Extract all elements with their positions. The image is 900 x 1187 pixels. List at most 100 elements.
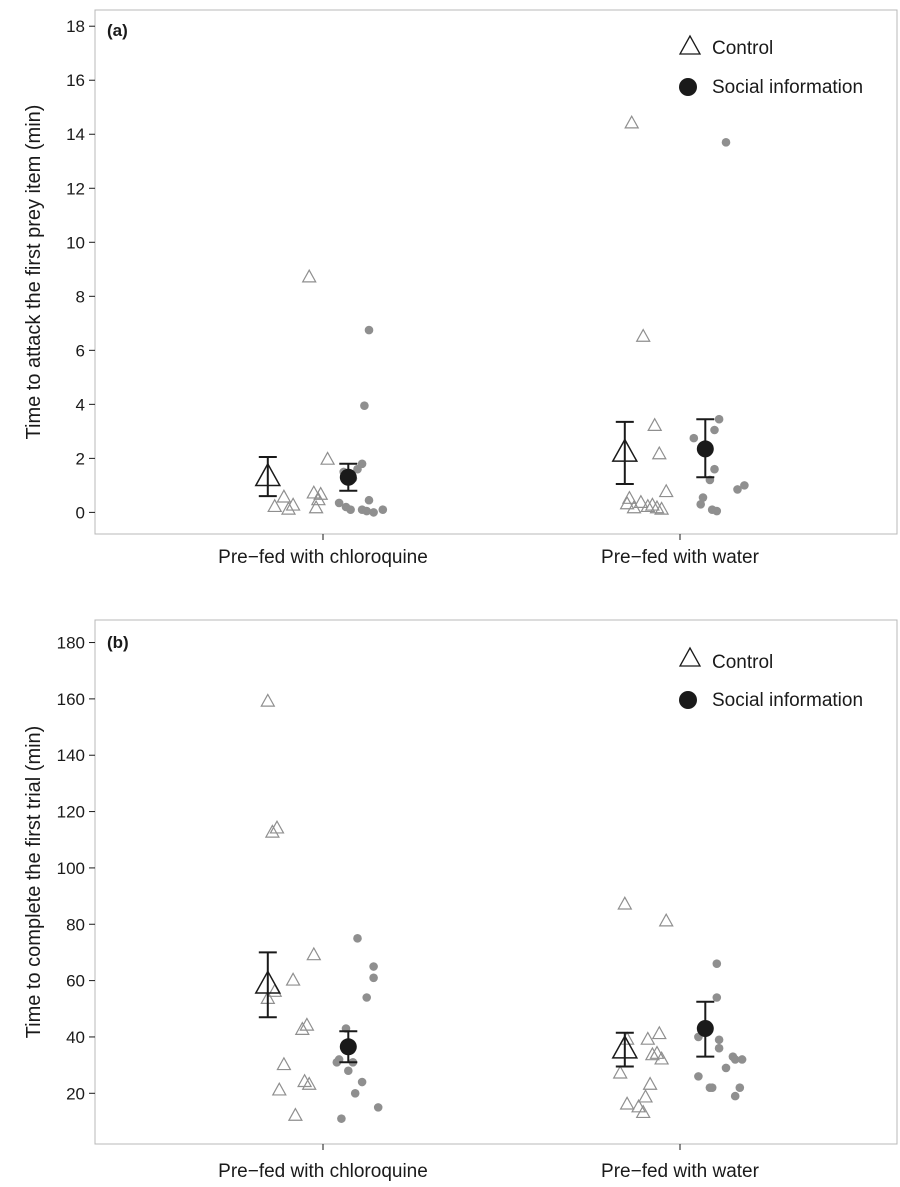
legend-social-icon-a xyxy=(679,78,697,96)
y-tick-label-b: 160 xyxy=(57,690,85,709)
raw-point-control-b xyxy=(644,1046,660,1061)
raw-point-control-a xyxy=(306,484,322,499)
raw-point-control-b xyxy=(264,824,280,838)
raw-point-control-b xyxy=(269,819,285,834)
raw-point-control-a xyxy=(647,417,663,432)
raw-point-control-a xyxy=(658,483,674,498)
raw-point-control-b xyxy=(276,1056,292,1071)
mean-marker-social-a xyxy=(339,468,357,486)
raw-point-social-b xyxy=(373,1103,383,1112)
y-tick-label-b: 180 xyxy=(57,634,85,653)
raw-point-control-b xyxy=(301,1076,317,1090)
raw-point-social-a xyxy=(698,493,708,502)
raw-point-control-b xyxy=(649,1045,665,1059)
raw-point-social-b xyxy=(730,1055,740,1064)
raw-point-social-a xyxy=(740,481,749,490)
raw-point-social-b xyxy=(714,1035,724,1045)
x-axis-categories-a: Pre−fed with chloroquine Pre−fed with wat… xyxy=(218,534,760,568)
raw-point-social-a xyxy=(714,414,724,424)
raw-point-social-a xyxy=(378,505,388,514)
raw-point-control-b xyxy=(285,972,301,986)
raw-point-control-a xyxy=(651,445,667,460)
y-tick-label-a: 6 xyxy=(76,341,85,360)
raw-point-control-b xyxy=(637,1089,654,1103)
raw-point-control-a xyxy=(649,499,665,514)
raw-point-control-a xyxy=(320,451,336,465)
mean-marker-control-a xyxy=(611,438,639,462)
y-tick-label-b: 40 xyxy=(66,1028,85,1047)
raw-point-control-b xyxy=(654,1050,670,1065)
raw-point-control-a xyxy=(635,328,651,342)
raw-point-social-b xyxy=(712,959,722,968)
raw-point-control-b xyxy=(642,1076,658,1090)
raw-point-social-a xyxy=(733,485,742,494)
y-tick-label-b: 120 xyxy=(57,803,85,822)
y-axis-ticks-b: 20 40 60 80 100 120 140 160 180 xyxy=(57,634,95,1103)
raw-point-social-a xyxy=(369,508,378,517)
y-tick-label-b: 100 xyxy=(57,859,85,878)
raw-point-social-a xyxy=(710,464,719,474)
y-axis-title-a: Time to attack the first prey item (min) xyxy=(23,105,45,440)
mean-marker-social-a xyxy=(696,440,714,458)
x-axis-categories-b: Pre−fed with chloroquine Pre−fed with wat… xyxy=(218,1144,760,1182)
panel-a: (a) Time to attack the first prey item (… xyxy=(23,9,898,568)
raw-point-control-a xyxy=(267,498,283,513)
legend-b: Control Social information xyxy=(678,646,863,711)
legend-label-control-b: Control xyxy=(712,652,773,673)
raw-point-control-b xyxy=(287,1107,303,1121)
x-category-label-a: Pre−fed with chloroquine xyxy=(218,547,428,568)
y-axis-title-b: Time to complete the first trial (min) xyxy=(23,726,45,1039)
raw-point-control-b xyxy=(306,946,322,961)
y-tick-label-a: 8 xyxy=(76,287,85,306)
raw-point-control-b xyxy=(294,1021,310,1035)
y-tick-label-a: 14 xyxy=(66,125,85,144)
raw-point-control-b xyxy=(658,912,674,927)
y-tick-label-b: 60 xyxy=(66,972,85,991)
raw-point-control-a xyxy=(633,494,649,508)
raw-point-social-b xyxy=(337,1114,346,1123)
raw-point-control-b xyxy=(617,896,633,910)
raw-point-social-b xyxy=(712,993,722,1002)
raw-point-control-b xyxy=(612,1065,628,1079)
y-tick-label-b: 20 xyxy=(66,1084,85,1103)
raw-point-social-a xyxy=(364,495,374,505)
x-category-label-b: Pre−fed with chloroquine xyxy=(218,1161,428,1182)
mean-marker-control-a xyxy=(254,462,282,487)
y-tick-label-a: 10 xyxy=(66,233,85,252)
raw-point-social-b xyxy=(369,962,378,971)
x-category-label-b: Pre−fed with water xyxy=(601,1161,760,1182)
legend-label-social-a: Social information xyxy=(712,77,863,98)
raw-point-social-a xyxy=(721,138,731,147)
raw-point-control-a xyxy=(301,268,317,283)
y-tick-label-a: 16 xyxy=(66,71,85,90)
raw-point-social-a xyxy=(712,506,722,516)
raw-point-control-b xyxy=(271,1081,287,1096)
panel-label-b: (b) xyxy=(107,633,129,652)
summary-markers-b xyxy=(254,951,715,1068)
raw-point-social-a xyxy=(360,401,369,411)
y-tick-label-a: 4 xyxy=(76,395,85,414)
raw-point-social-a xyxy=(710,425,719,435)
y-tick-label-a: 2 xyxy=(76,449,85,468)
raw-point-social-b xyxy=(707,1083,717,1092)
legend-social-icon-b xyxy=(679,691,697,709)
raw-point-social-b xyxy=(369,973,378,983)
raw-point-control-a xyxy=(276,489,292,503)
raw-point-control-b xyxy=(260,693,276,707)
mean-marker-control-b xyxy=(254,969,282,994)
panel-label-a: (a) xyxy=(107,21,128,40)
y-tick-label-a: 12 xyxy=(66,179,85,198)
raw-points-b xyxy=(260,693,747,1123)
legend-a: Control Social information xyxy=(678,34,863,98)
panel-b: (b) Time to complete the first trial (mi… xyxy=(23,619,898,1182)
raw-point-control-a xyxy=(621,490,637,504)
raw-point-control-b xyxy=(640,1031,656,1045)
legend-control-icon-a xyxy=(678,34,702,55)
raw-point-control-a xyxy=(640,498,656,513)
raw-point-social-b xyxy=(737,1055,747,1064)
raw-point-social-b xyxy=(735,1083,745,1092)
y-tick-label-a: 0 xyxy=(76,503,85,522)
raw-point-control-a xyxy=(308,499,324,514)
raw-point-social-b xyxy=(730,1091,740,1101)
